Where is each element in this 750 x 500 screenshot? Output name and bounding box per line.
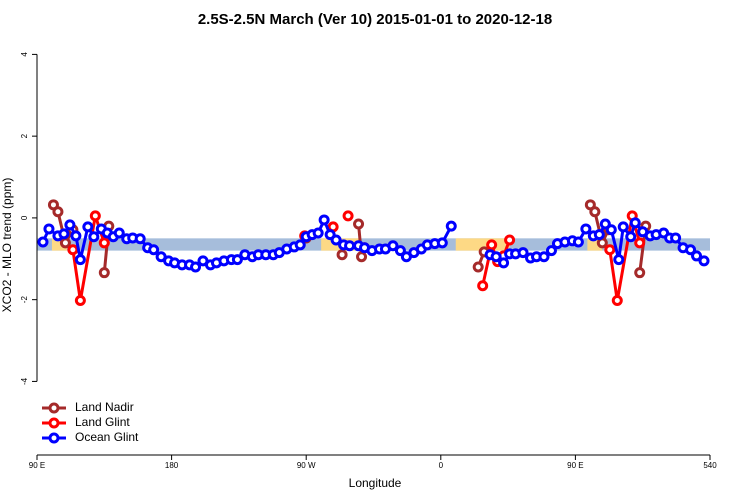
point	[691, 250, 703, 262]
point	[58, 228, 70, 240]
point	[113, 227, 125, 239]
point	[545, 245, 557, 257]
point	[698, 255, 710, 267]
point	[611, 294, 623, 306]
point	[634, 237, 646, 249]
point	[89, 210, 101, 222]
y-tick-label: 4	[20, 52, 29, 57]
series-line	[52, 204, 648, 273]
point	[52, 206, 64, 218]
y-tick-label: 0	[20, 215, 29, 220]
x-tick-label: 0	[439, 461, 444, 470]
point	[148, 244, 160, 256]
legend-marker	[48, 417, 60, 429]
point	[580, 223, 592, 235]
point	[70, 230, 82, 242]
point	[436, 237, 448, 249]
x-tick-label: 90 E	[29, 461, 45, 470]
reference-band	[37, 238, 710, 251]
point	[613, 254, 625, 266]
x-tick-label: 90 E	[567, 461, 583, 470]
point	[593, 229, 605, 241]
point	[353, 218, 365, 230]
point	[318, 214, 330, 226]
point	[445, 220, 457, 232]
point	[190, 261, 202, 273]
point	[134, 233, 146, 245]
point	[82, 221, 94, 233]
point	[330, 234, 342, 246]
point	[394, 245, 406, 257]
point	[294, 239, 306, 251]
chart-title: 2.5S-2.5N March (Ver 10) 2015-01-01 to 2…	[198, 11, 552, 28]
point	[477, 280, 489, 292]
point	[572, 236, 584, 248]
point	[605, 224, 617, 236]
legend-label: Land Nadir	[75, 400, 134, 414]
x-tick-label: 90 W	[297, 461, 316, 470]
point	[98, 237, 110, 249]
point	[685, 244, 697, 256]
y-tick-label: -4	[20, 377, 29, 385]
y-tick-label: 2	[20, 133, 29, 138]
y-axis-label: XCO2 - MLO trend (ppm)	[0, 178, 14, 313]
point	[504, 234, 516, 246]
point	[231, 254, 243, 266]
point	[64, 219, 76, 231]
legend-label: Land Glint	[75, 415, 130, 429]
point	[342, 210, 354, 222]
point	[59, 237, 71, 249]
point	[604, 244, 616, 256]
point	[387, 240, 399, 252]
point	[312, 227, 324, 239]
point	[43, 223, 55, 235]
x-tick-label: 540	[703, 461, 717, 470]
point	[356, 251, 368, 263]
legend-marker	[48, 402, 60, 414]
x-axis-label: Longitude	[349, 476, 402, 490]
point	[538, 251, 550, 263]
point	[98, 267, 110, 279]
point	[486, 239, 498, 251]
point	[67, 244, 79, 256]
legend-marker	[48, 432, 60, 444]
legend-label: Ocean Glint	[75, 430, 139, 444]
point	[74, 254, 86, 266]
point	[336, 249, 348, 261]
point	[490, 251, 502, 263]
point	[344, 240, 356, 252]
y-tick-label: -2	[20, 296, 29, 304]
point	[74, 294, 86, 306]
point	[517, 247, 529, 259]
point	[625, 231, 637, 243]
point	[634, 267, 646, 279]
point	[498, 257, 510, 269]
point	[617, 221, 629, 233]
x-tick-label: 180	[165, 461, 179, 470]
point	[472, 261, 484, 273]
point	[589, 206, 601, 218]
point	[37, 236, 49, 248]
point	[629, 217, 641, 229]
point	[670, 232, 682, 244]
point	[88, 231, 100, 243]
